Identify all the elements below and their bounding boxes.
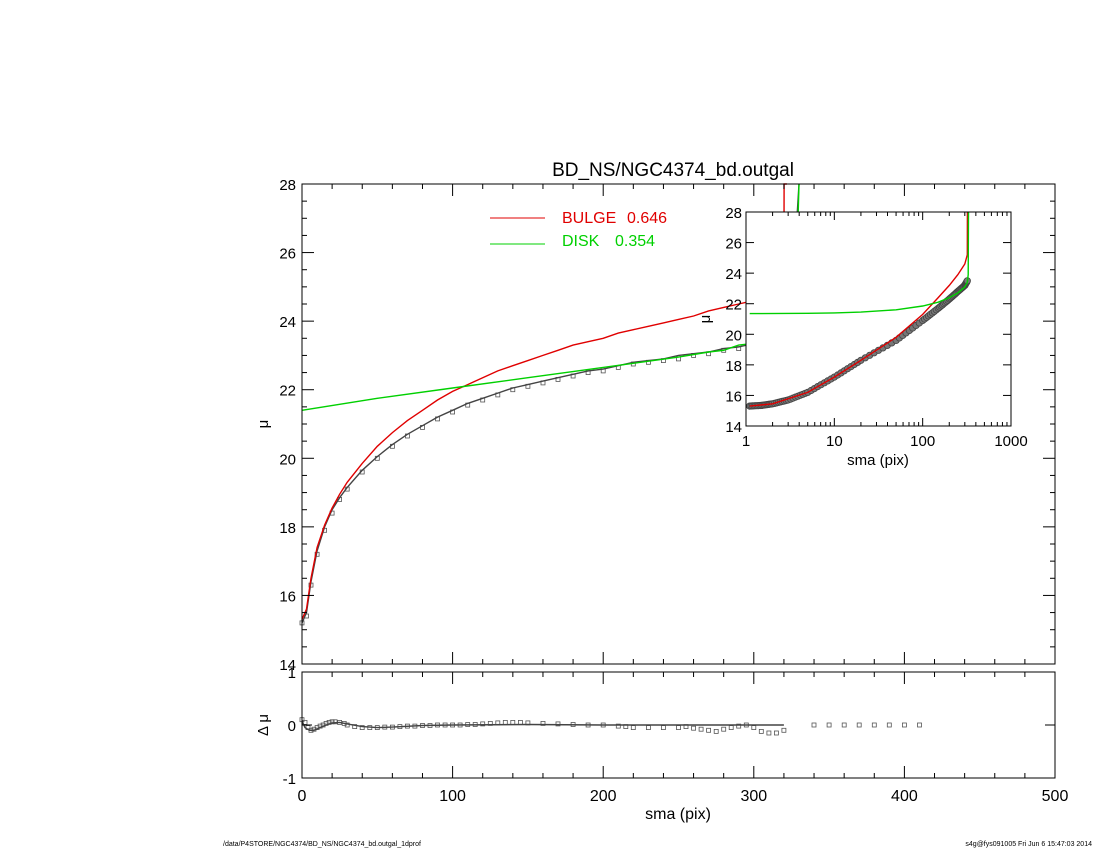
residual-point (841, 722, 847, 728)
residual-point (826, 722, 832, 728)
residual-point (706, 727, 711, 733)
residual-point (781, 727, 787, 733)
footer-user-timestamp: s4g@fys091005 Fri Jun 6 15:47:03 2014 (965, 841, 1092, 848)
residual-point (728, 725, 734, 730)
inset-log-panel: 14 16 18 20 22 24 26 28 1 10 100 1000 sma (pix) μ (697, 205, 1028, 469)
residual-point (630, 725, 636, 730)
inset-y-tick-label: 18 (725, 358, 742, 375)
residual-point (698, 726, 704, 732)
inset-axis-ticks: 14 16 18 20 22 24 26 28 1 10 100 1000 (725, 205, 1027, 450)
inset-y-tick-label: 14 (725, 419, 742, 436)
residual-point (774, 730, 779, 736)
residual-point (615, 723, 621, 729)
residual-point (510, 720, 516, 725)
residual-point (359, 725, 365, 730)
bulge-model-line (301, 183, 787, 620)
residual-point (518, 720, 523, 725)
main-legend: BULGE 0.646 DISK 0.354 (490, 210, 667, 250)
residual-point (661, 725, 666, 730)
residual-y-tick-label: 1 (288, 665, 296, 682)
residual-point (646, 725, 651, 730)
residual-y-tick-label: 0 (288, 718, 296, 735)
model-total-line (301, 183, 800, 624)
residual-axis-ticks: 10-10 100 200 300 400 500 (283, 665, 1069, 805)
main-y-tick-label: 14 (279, 657, 296, 674)
residual-point (736, 723, 742, 729)
residual-point (502, 720, 508, 725)
inset-x-tick-label: 100 (910, 433, 935, 450)
inset-y-tick-label: 26 (725, 236, 742, 253)
footer-file-path: /data/P4STORE/NGC4374/BD_NS/NGC4374_bd.o… (223, 841, 421, 848)
residual-x-tick-label: 200 (590, 788, 617, 805)
residual-point (540, 721, 546, 726)
main-y-tick-label: 24 (279, 314, 296, 331)
main-plot-marks (299, 183, 800, 626)
residual-point (691, 725, 696, 731)
residual-point (766, 730, 772, 736)
residual-panel: 10-10 100 200 300 400 500 sma (pix) Δ μ (255, 665, 1068, 823)
residual-point (713, 729, 719, 734)
main-y-tick-label: 20 (279, 451, 296, 468)
residual-point (480, 721, 486, 727)
residual-point (811, 722, 817, 728)
inset-x-tick-label: 1000 (994, 433, 1027, 450)
residual-x-tick-label: 0 (298, 788, 307, 805)
main-y-tick-label: 28 (279, 177, 296, 194)
residual-y-axis-label: Δ μ (255, 714, 272, 736)
main-y-tick-label: 22 (279, 383, 296, 400)
inset-y-tick-label: 24 (725, 266, 742, 283)
inset-background (746, 212, 1011, 426)
residual-point (886, 722, 892, 728)
main-y-tick-label: 16 (279, 588, 296, 605)
residual-point (329, 719, 335, 725)
residual-point (856, 722, 862, 728)
residual-point (344, 722, 350, 728)
inset-plot-marks (746, 211, 971, 410)
residual-plot-marks (299, 717, 922, 736)
residual-y-tick-label: -1 (283, 771, 296, 788)
inset-y-tick-label: 28 (725, 205, 742, 222)
inset-y-tick-label: 20 (725, 327, 742, 344)
residual-x-tick-label: 300 (740, 788, 767, 805)
inset-y-tick-label: 16 (725, 388, 742, 405)
residual-point (871, 722, 877, 728)
residual-line (301, 720, 784, 731)
residual-x-axis-label: sma (pix) (645, 806, 711, 823)
residual-point (917, 722, 922, 728)
inset-plot-frame (745, 211, 1012, 427)
main-title: BD_NS/NGC4374_bd.outgal (552, 160, 794, 181)
main-y-axis-label: μ (255, 420, 272, 429)
residual-point (902, 722, 907, 728)
residual-point (555, 721, 561, 727)
inset-x-tick-label: 10 (826, 433, 843, 450)
main-profile-panel: BD_NS/NGC4374_bd.outgal 14 16 18 20 22 24 26 28… (255, 160, 1056, 674)
residual-point (751, 725, 757, 730)
inset-y-tick-label: 22 (725, 297, 742, 314)
legend-disk-value: 0.354 (615, 233, 655, 250)
residual-point (676, 725, 681, 730)
residual-x-tick-label: 500 (1042, 788, 1069, 805)
residual-point (758, 729, 764, 734)
legend-disk-label: DISK (562, 233, 600, 250)
residual-x-tick-label: 400 (891, 788, 918, 805)
inset-disk-model-line (749, 211, 970, 315)
residual-point (721, 726, 727, 732)
legend-bulge-value: 0.646 (627, 210, 667, 227)
main-y-tick-label: 26 (279, 246, 296, 263)
residual-point (332, 719, 338, 725)
residual-x-tick-label: 100 (439, 788, 466, 805)
inset-bulge-model-line (749, 211, 969, 407)
legend-bulge-label: BULGE (562, 210, 616, 227)
main-axis-ticks: 14 16 18 20 22 24 26 28 (279, 177, 1056, 674)
inset-y-axis-label: μ (697, 315, 714, 324)
inset-x-tick-label: 1 (742, 433, 750, 450)
inset-x-axis-label: sma (pix) (847, 452, 909, 469)
main-y-tick-label: 18 (279, 520, 296, 537)
